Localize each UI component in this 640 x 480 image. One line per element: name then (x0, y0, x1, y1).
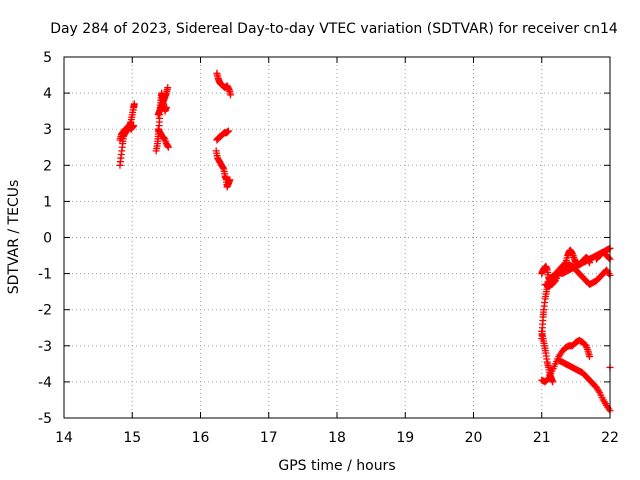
plot-frame (63, 56, 611, 419)
data-point (549, 378, 557, 386)
x-tick-label: 17 (260, 430, 278, 446)
y-tick-label: 5 (43, 50, 52, 66)
data-point (224, 127, 232, 135)
data-point (130, 100, 138, 108)
y-tick-label: 3 (43, 122, 52, 138)
y-tick-label: -1 (38, 267, 52, 283)
data-point (586, 353, 594, 361)
data-marks (116, 69, 614, 415)
data-point (219, 164, 227, 172)
chart-title: Day 284 of 2023, Sidereal Day-to-day VTE… (50, 21, 618, 37)
y-tick-label: -3 (38, 339, 52, 355)
data-point (164, 143, 172, 151)
data-point (226, 176, 234, 184)
y-tick-label: -5 (38, 411, 52, 427)
grid-lines (64, 57, 610, 418)
data-point (164, 142, 172, 150)
data-point (568, 249, 576, 257)
data-point (130, 122, 138, 130)
x-tick-label: 18 (328, 430, 346, 446)
data-point (224, 84, 232, 92)
x-tick-label: 21 (533, 430, 551, 446)
y-tick-label: -2 (38, 303, 52, 319)
axis-ticks: 14 15 16 17 18 19 20 21 22 -5 -4 -3 -2 -1 0 1 2 3 4 5 (38, 50, 619, 446)
data-point (550, 278, 558, 286)
data-point (227, 91, 235, 99)
data-point (605, 254, 613, 262)
y-tick-label: 1 (43, 194, 52, 210)
y-tick-label: 0 (43, 231, 52, 247)
y-tick-label: -4 (38, 375, 52, 391)
x-tick-label: 15 (123, 430, 141, 446)
y-tick-label: 4 (43, 86, 52, 102)
data-point (164, 84, 172, 92)
x-tick-label: 22 (601, 430, 619, 446)
x-tick-label: 16 (192, 430, 210, 446)
data-point (586, 259, 594, 267)
y-tick-label: 2 (43, 158, 52, 174)
x-axis-label: GPS time / hours (278, 458, 395, 474)
x-tick-label: 20 (465, 430, 483, 446)
x-tick-label: 14 (55, 430, 73, 446)
x-tick-label: 19 (396, 430, 414, 446)
y-axis-label: SDTVAR / TECUs (6, 180, 22, 295)
